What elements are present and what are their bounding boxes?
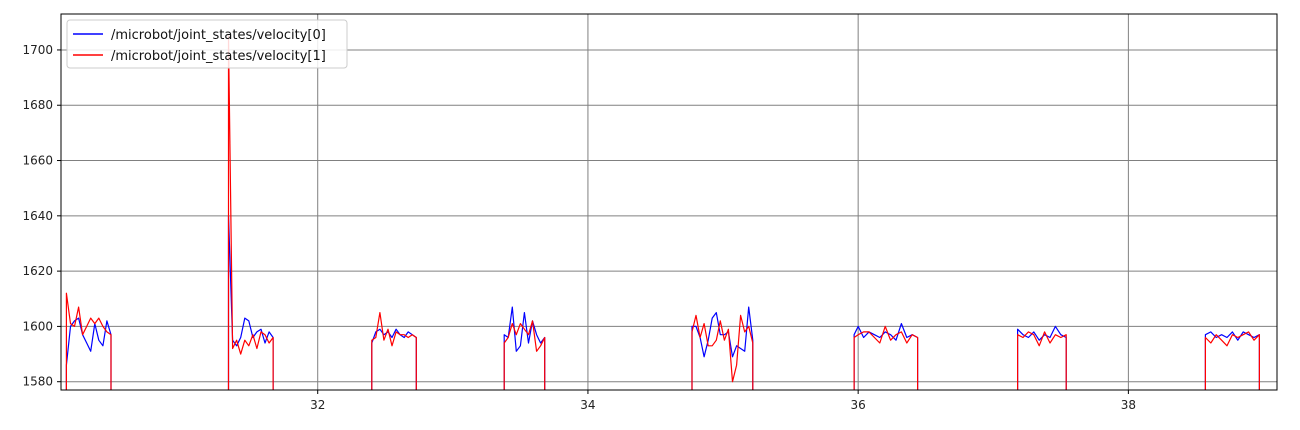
series-1-segment-5 <box>853 325 919 390</box>
series-1-segment-6 <box>1017 331 1067 390</box>
series-1-segment-3 <box>503 320 546 390</box>
y-tick-label: 1580 <box>22 375 53 389</box>
y-tick-label: 1680 <box>22 98 53 112</box>
legend: /microbot/joint_states/velocity[0] /micr… <box>66 19 348 69</box>
legend-label-series-1: /microbot/joint_states/velocity[1] <box>111 49 326 64</box>
x-tick-label: 36 <box>851 398 866 412</box>
y-tick-label: 1620 <box>22 264 53 278</box>
x-axis: 32 34 36 38 <box>310 390 1136 412</box>
series-0-segment-1 <box>227 215 274 390</box>
y-tick-label: 1600 <box>22 319 53 333</box>
legend-label-series-0: /microbot/joint_states/velocity[0] <box>111 28 326 43</box>
y-tick-label: 1660 <box>22 154 53 168</box>
series-layer <box>65 35 1260 390</box>
series-1-segment-1 <box>227 35 274 390</box>
grid <box>61 14 1277 390</box>
series-0-segment-4 <box>691 306 754 390</box>
series-1 <box>65 35 1260 390</box>
series-1-segment-2 <box>371 312 417 390</box>
series-1-segment-7 <box>1204 331 1260 390</box>
plot-frame <box>60 13 1278 391</box>
x-tick-label: 38 <box>1121 398 1136 412</box>
series-1-segment-4 <box>691 314 754 390</box>
series-0 <box>65 215 1260 390</box>
series-0-segment-7 <box>1204 331 1260 390</box>
x-tick-label: 32 <box>310 398 325 412</box>
x-tick-label: 34 <box>580 398 595 412</box>
series-0-segment-5 <box>853 323 919 390</box>
y-axis: 1580 1600 1620 1640 1660 1680 1700 <box>22 43 61 389</box>
legend-box <box>66 19 348 69</box>
series-1-segment-0 <box>65 292 112 390</box>
series-0-segment-0 <box>65 317 112 390</box>
y-tick-label: 1640 <box>22 209 53 223</box>
y-tick-label: 1700 <box>22 43 53 57</box>
